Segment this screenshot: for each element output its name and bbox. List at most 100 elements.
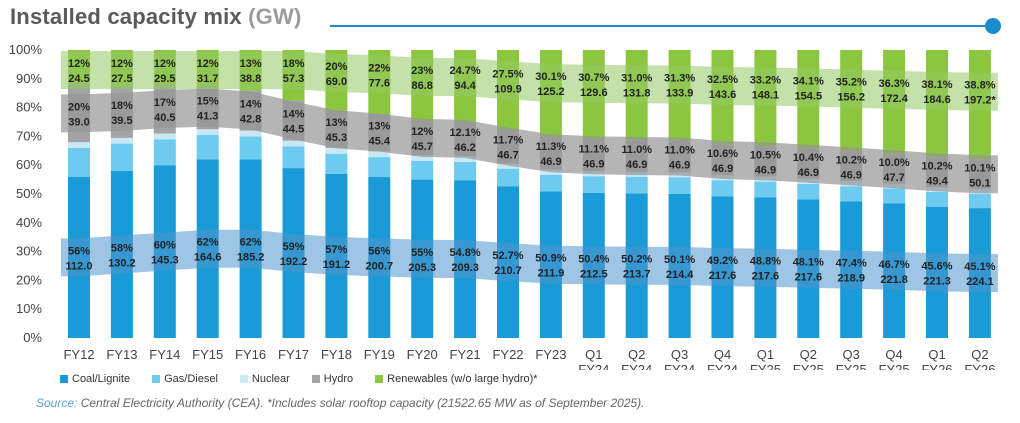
chart-title-unit: (GW)	[248, 4, 302, 29]
x-tick-label: FY16	[235, 347, 266, 362]
coal-pct-label: 58%	[111, 242, 133, 254]
source-text: Central Electricity Authority (CEA). *In…	[80, 396, 645, 410]
legend-label-nuclear: Nuclear	[251, 373, 290, 385]
renewables-pct-label: 30.1%	[535, 71, 566, 83]
coal-pct-label: 49.2%	[707, 255, 738, 267]
title-rule-dot	[985, 18, 1001, 34]
x-tick-label: FY14	[149, 347, 180, 362]
coal-pct-label: 50.2%	[621, 254, 652, 266]
hydro-gw-label: 46.7	[497, 150, 518, 162]
bar-gas	[239, 136, 262, 160]
hydro-gw-label: 46.9	[669, 160, 690, 172]
hydro-pct-label: 12.1%	[449, 127, 480, 139]
legend-label-gas: Gas/Diesel	[164, 373, 218, 385]
bar-gas	[153, 139, 176, 166]
coal-pct-label: 56%	[368, 245, 390, 257]
x-tick-label: FY24	[664, 362, 695, 370]
coal-gw-label: 211.9	[537, 268, 564, 280]
hydro-pct-label: 20%	[68, 101, 90, 113]
y-tick-label: 30%	[16, 244, 42, 259]
bar-nuclear	[68, 142, 90, 148]
x-tick-label: FY26	[921, 362, 952, 370]
hydro-gw-label: 50.1	[969, 177, 990, 189]
renewables-pct-label: 31.0%	[621, 72, 652, 84]
renewables-pct-label: 27.5%	[492, 68, 523, 80]
legend-item-gas: Gas/Diesel	[152, 373, 218, 385]
bar-nuclear	[325, 147, 348, 154]
renewables-pct-label: 38.1%	[921, 79, 952, 91]
renewables-pct-label: 23%	[411, 65, 433, 77]
bar-nuclear	[196, 129, 219, 135]
hydro-pct-label: 10.1%	[964, 162, 995, 174]
coal-gw-label: 214.4	[666, 269, 694, 281]
coal-pct-label: 60%	[154, 240, 176, 252]
hydro-pct-label: 11.1%	[579, 143, 610, 155]
renewables-gw-label: 27.5	[111, 73, 132, 85]
bar-gas	[368, 157, 391, 177]
hydro-pct-label: 10.6%	[707, 148, 738, 160]
coal-gw-label: 217.6	[752, 271, 780, 283]
legend-swatch-nuclear	[239, 375, 248, 383]
coal-gw-label: 205.3	[408, 262, 436, 274]
x-tick-label: FY25	[750, 362, 781, 370]
bar-gas	[797, 183, 820, 200]
coal-gw-label: 221.8	[880, 274, 908, 286]
renewables-pct-label: 12%	[154, 58, 176, 70]
hydro-label-band	[61, 88, 998, 194]
x-tick-label: Q3	[671, 347, 688, 362]
coal-gw-label: 145.3	[151, 255, 179, 267]
x-tick-label: Q1	[928, 347, 945, 362]
x-tick-label: FY22	[492, 347, 523, 362]
x-tick-label: FY20	[407, 347, 438, 362]
x-tick-label: FY24	[578, 362, 609, 370]
hydro-pct-label: 10.2%	[921, 160, 952, 172]
renewables-pct-label: 31.3%	[664, 72, 695, 84]
renewables-pct-label: 34.1%	[793, 76, 824, 88]
bar-gas	[968, 193, 991, 209]
hydro-pct-label: 14%	[282, 109, 304, 121]
renewables-gw-label: 86.8	[411, 80, 432, 92]
renewables-gw-label: 172.4	[880, 93, 908, 105]
coal-gw-label: 185.2	[237, 252, 265, 264]
hydro-pct-label: 10.2%	[836, 154, 867, 166]
y-tick-label: 50%	[16, 186, 42, 201]
legend-item-hydro: Hydro	[311, 373, 354, 385]
coal-label-band	[61, 229, 998, 293]
hydro-pct-label: 10.0%	[878, 157, 909, 169]
y-tick-label: 90%	[16, 71, 42, 86]
x-tick-label: FY24	[621, 362, 652, 370]
bar-nuclear	[411, 155, 434, 161]
coal-pct-label: 50.4%	[578, 253, 609, 265]
hydro-pct-label: 10.4%	[793, 152, 824, 164]
bar-gas	[582, 176, 605, 193]
coal-gw-label: 224.1	[966, 276, 994, 288]
legend-swatch-coal	[60, 375, 68, 383]
hydro-gw-label: 41.3	[197, 111, 218, 123]
hydro-gw-label: 45.7	[411, 141, 432, 153]
legend-label-hydro: Hydro	[323, 373, 354, 385]
coal-pct-label: 57%	[325, 244, 347, 256]
x-tick-label: Q1	[585, 347, 602, 362]
renewables-pct-label: 12%	[197, 58, 219, 70]
renewables-pct-label: 22%	[368, 62, 390, 74]
coal-gw-label: 221.3	[923, 275, 951, 287]
coal-gw-label: 130.2	[108, 257, 136, 269]
legend-swatch-renewables	[375, 375, 384, 383]
legend-label-renewables: Renewables (w/o large hydro)*	[387, 373, 538, 385]
hydro-gw-label: 49.4	[926, 175, 948, 187]
coal-pct-label: 52.7%	[492, 250, 523, 262]
y-tick-label: 0%	[23, 330, 42, 345]
x-tick-label: FY13	[106, 347, 137, 362]
hydro-gw-label: 45.3	[326, 132, 347, 144]
renewables-pct-label: 24.7%	[449, 65, 480, 77]
source-label: Source:	[36, 396, 78, 410]
x-tick-label: FY26	[964, 362, 995, 370]
hydro-gw-label: 44.5	[283, 124, 304, 136]
coal-gw-label: 191.2	[323, 259, 351, 271]
renewables-pct-label: 20%	[325, 61, 347, 73]
legend-item-coal: Coal/Lignite	[60, 373, 130, 385]
coal-pct-label: 62%	[240, 237, 262, 249]
coal-pct-label: 48.8%	[750, 256, 781, 268]
renewables-pct-label: 12%	[68, 58, 90, 70]
bar-gas	[411, 160, 434, 180]
